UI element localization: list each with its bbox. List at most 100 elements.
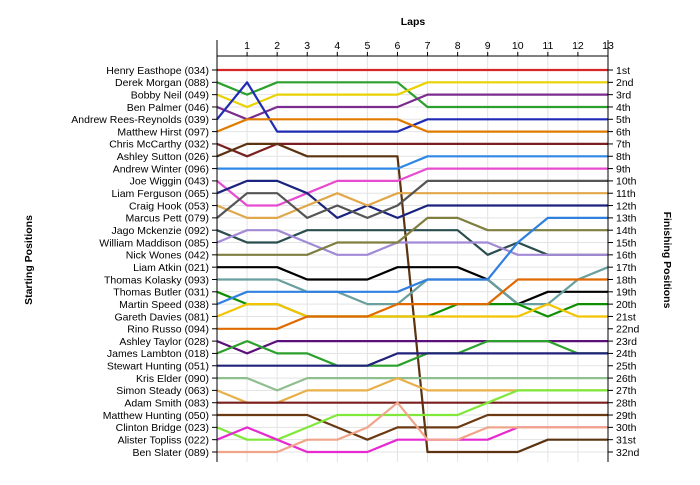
series-line-17 bbox=[217, 266, 608, 306]
finishing-position-label: 17th bbox=[616, 262, 637, 274]
starting-position-label: Craig Hook (053) bbox=[129, 200, 209, 212]
series-line-9 bbox=[217, 155, 608, 170]
starting-position-label: Rino Russo (094) bbox=[127, 324, 209, 336]
finishing-position-label: 21st bbox=[616, 311, 636, 323]
starting-position-label: Liam Ferguson (065) bbox=[112, 188, 209, 200]
starting-position-label: Thomas Butler (031) bbox=[113, 287, 209, 299]
starting-position-label: Marcus Pett (079) bbox=[126, 213, 209, 225]
finishing-position-label: 12th bbox=[616, 200, 637, 212]
series-line-11 bbox=[216, 179, 608, 219]
starting-position-label: Clinton Bridge (023) bbox=[116, 422, 209, 434]
finishing-position-label: 24th bbox=[616, 348, 637, 360]
series-layer bbox=[216, 68, 609, 454]
starting-position-label: Martin Speed (038) bbox=[119, 299, 209, 311]
series-line-21 bbox=[216, 303, 608, 318]
lap-tick-label: 1 bbox=[244, 40, 250, 52]
series-line-16 bbox=[217, 216, 608, 256]
left-axis-title: Starting Positions bbox=[23, 215, 35, 305]
axis-layer: Henry Easthope (034)Derek Morgan (088)Bo… bbox=[71, 40, 640, 462]
lap-tick-label: 4 bbox=[334, 40, 340, 52]
starting-position-label: Liam Atkin (021) bbox=[133, 262, 209, 274]
starting-position-label: Derek Morgan (088) bbox=[115, 77, 209, 89]
starting-position-label: James Lambton (018) bbox=[107, 348, 209, 360]
lap-tick-label: 10 bbox=[512, 40, 524, 52]
series-line-26 bbox=[217, 377, 608, 392]
series-line-32 bbox=[217, 401, 608, 454]
starting-position-label: Ben Slater (089) bbox=[133, 447, 209, 459]
starting-position-label: Andrew Winter (096) bbox=[113, 163, 209, 175]
series-line-3 bbox=[216, 81, 608, 109]
finishing-position-label: 14th bbox=[616, 225, 637, 237]
series-line-20 bbox=[216, 216, 608, 306]
series-line-18 bbox=[217, 266, 609, 306]
lap-tick-label: 13 bbox=[602, 40, 614, 52]
starting-position-label: Adam Smith (083) bbox=[124, 398, 209, 410]
starting-position-label: Kris Elder (090) bbox=[136, 373, 209, 385]
finishing-position-label: 30th bbox=[616, 422, 637, 434]
finishing-position-label: 16th bbox=[616, 250, 637, 262]
lap-tick-label: 3 bbox=[304, 40, 310, 52]
finishing-position-label: 13th bbox=[616, 213, 637, 225]
finishing-position-label: 3rd bbox=[616, 89, 631, 101]
starting-position-label: Alister Topliss (022) bbox=[118, 434, 209, 446]
finishing-position-label: 31st bbox=[616, 434, 636, 446]
series-line-15 bbox=[216, 229, 608, 256]
starting-position-label: Bobby Neil (049) bbox=[131, 89, 209, 101]
finishing-position-label: 29th bbox=[616, 410, 637, 422]
finishing-position-label: 32nd bbox=[616, 447, 640, 459]
finishing-position-label: 19th bbox=[616, 287, 637, 299]
lap-tick-label: 2 bbox=[274, 40, 280, 52]
series-line-2 bbox=[216, 81, 608, 109]
lap-tick-label: 8 bbox=[455, 40, 461, 52]
finishing-position-label: 10th bbox=[616, 176, 637, 188]
lap-tick-label: 6 bbox=[395, 40, 401, 52]
starting-position-label: Simon Steady (063) bbox=[116, 385, 209, 397]
grid-layer bbox=[217, 40, 609, 462]
finishing-position-label: 20th bbox=[616, 299, 637, 311]
lap-tick-label: 7 bbox=[425, 40, 431, 52]
finishing-position-label: 23rd bbox=[616, 336, 637, 348]
series-line-7 bbox=[216, 142, 608, 158]
starting-position-label: Ben Palmer (046) bbox=[127, 102, 209, 114]
finishing-position-label: 25th bbox=[616, 361, 637, 373]
top-axis-title: Laps bbox=[401, 16, 426, 28]
starting-position-label: Nick Wones (042) bbox=[126, 250, 209, 262]
finishing-position-label: 7th bbox=[616, 139, 631, 151]
series-line-13 bbox=[216, 179, 608, 219]
series-line-23 bbox=[216, 340, 608, 355]
series-line-30 bbox=[216, 389, 608, 441]
right-axis-title: Finishing Positions bbox=[661, 212, 673, 309]
starting-position-label: Henry Easthope (034) bbox=[106, 65, 209, 77]
starting-position-label: Jago Mckenzie (092) bbox=[112, 225, 209, 237]
lap-tick-label: 11 bbox=[542, 40, 553, 52]
starting-position-label: Andrew Rees-Reynolds (039) bbox=[71, 114, 209, 126]
finishing-position-label: 26th bbox=[616, 373, 637, 385]
finishing-position-label: 1st bbox=[616, 65, 630, 77]
starting-position-label: Chris McCarthy (032) bbox=[109, 139, 209, 151]
finishing-position-label: 28th bbox=[616, 398, 637, 410]
starting-position-label: Ashley Taylor (028) bbox=[119, 336, 209, 348]
lap-tick-label: 9 bbox=[485, 40, 491, 52]
starting-position-label: Stewart Hunting (051) bbox=[107, 361, 209, 373]
lap-tick-label: 12 bbox=[572, 40, 584, 52]
finishing-position-label: 5th bbox=[616, 114, 631, 126]
lap-tick-label: 5 bbox=[364, 40, 370, 52]
series-line-10 bbox=[216, 167, 608, 207]
series-line-6 bbox=[216, 118, 608, 133]
starting-position-label: Matthew Hirst (097) bbox=[117, 126, 209, 138]
series-line-8 bbox=[216, 142, 608, 454]
finishing-position-label: 4th bbox=[616, 102, 631, 114]
starting-position-label: Thomas Kolasky (093) bbox=[104, 274, 209, 286]
finishing-position-label: 22nd bbox=[616, 324, 640, 336]
finishing-position-label: 8th bbox=[616, 151, 631, 163]
series-line-22 bbox=[217, 278, 608, 330]
series-line-29 bbox=[217, 413, 608, 441]
finishing-position-label: 15th bbox=[616, 237, 637, 249]
starting-position-label: Ashley Sutton (026) bbox=[117, 151, 209, 163]
starting-position-label: William Maddison (085) bbox=[99, 237, 209, 249]
finishing-position-label: 6th bbox=[616, 126, 631, 138]
series-line-4 bbox=[216, 93, 608, 121]
finishing-position-label: 2nd bbox=[616, 77, 634, 89]
